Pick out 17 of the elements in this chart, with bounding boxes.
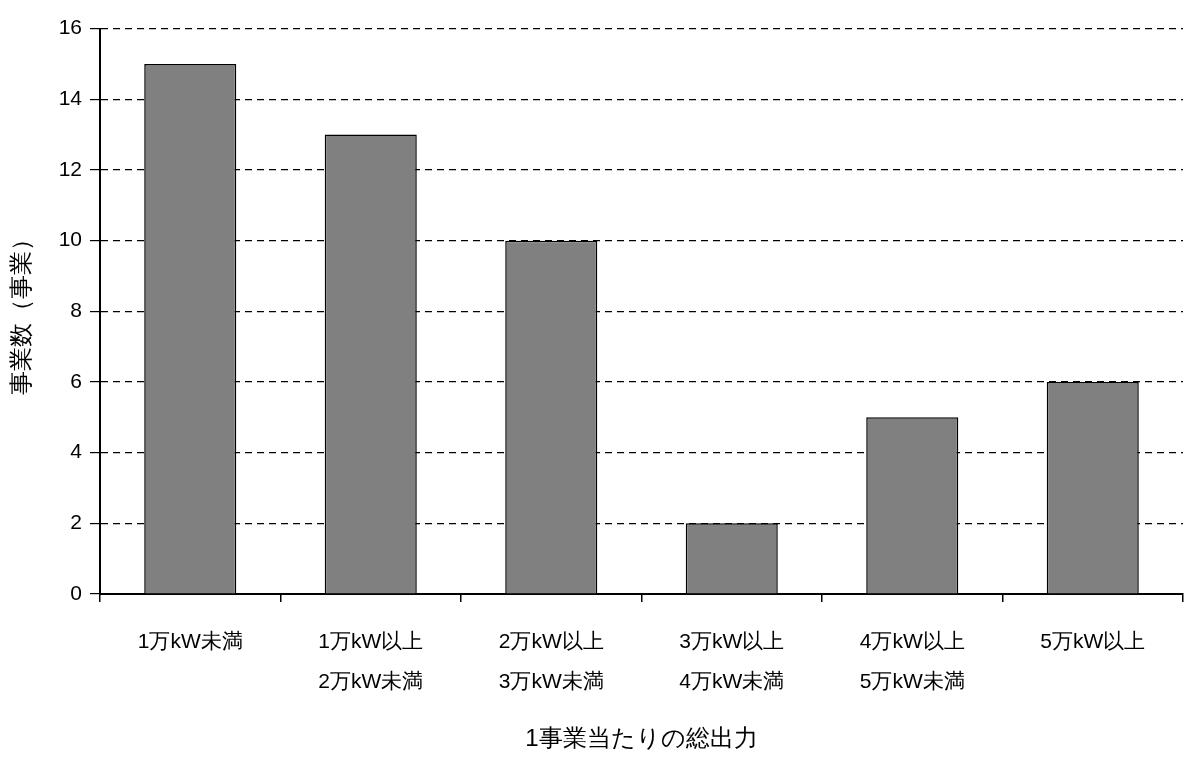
y-tick-label: 4 [70, 439, 83, 463]
y-tick-label: 14 [58, 86, 83, 110]
y-axis-title: 事業数（事業） [7, 227, 35, 396]
x-tick-label: 2万kW以上 3万kW未満 [498, 628, 604, 692]
y-tick-label: 12 [58, 156, 82, 180]
x-tick-label: 4万kW以上 5万kW未満 [859, 628, 965, 692]
x-tick-label: 1万kW以上 2万kW未満 [318, 628, 424, 692]
x-tick-label: 1万kW未満 [137, 628, 243, 652]
x-tick-label: 5万kW以上 [1040, 628, 1146, 652]
y-tick-label: 6 [70, 368, 82, 392]
y-tick-label: 0 [70, 580, 82, 604]
y-tick-label: 8 [70, 298, 82, 322]
x-axis-title: 1事業当たりの総出力 [525, 724, 758, 752]
x-tick-label: 3万kW以上 4万kW未満 [679, 628, 785, 692]
y-tick-label: 2 [70, 510, 82, 534]
y-tick-label: 16 [58, 15, 82, 39]
y-tick-label: 10 [58, 227, 82, 251]
